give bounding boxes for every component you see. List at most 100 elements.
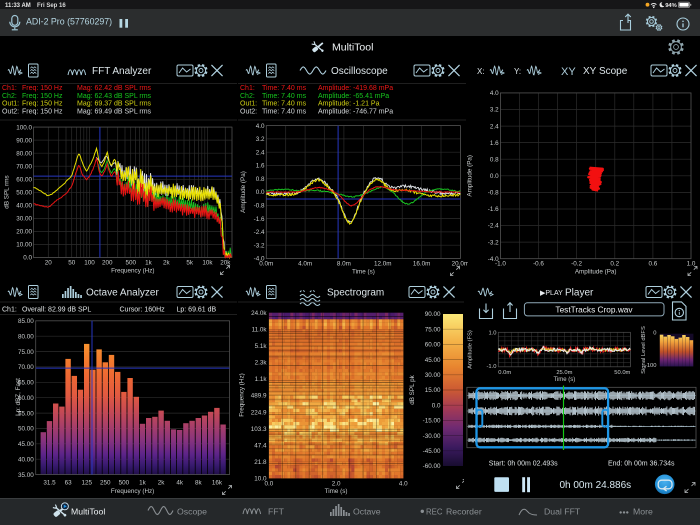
svg-text:30.00: 30.00: [16, 216, 32, 223]
svg-text:0.0: 0.0: [432, 402, 441, 409]
svg-text:Out1:: Out1:: [240, 101, 257, 108]
svg-text:16k: 16k: [212, 480, 223, 487]
svg-text:Time: 7.40 ms: Time: 7.40 ms: [262, 93, 307, 100]
svg-text:Out1:: Out1:: [2, 101, 19, 108]
svg-text:0.0: 0.0: [23, 255, 32, 262]
svg-text:Out2:: Out2:: [2, 108, 19, 115]
svg-text:MultiTool: MultiTool: [71, 506, 105, 516]
svg-text:11:33 AM: 11:33 AM: [5, 3, 31, 9]
svg-text:5k: 5k: [186, 260, 194, 267]
svg-text:35.00: 35.00: [18, 472, 34, 479]
svg-text:Frequency (Hz): Frequency (Hz): [111, 268, 154, 275]
svg-text:30.00: 30.00: [425, 372, 441, 379]
svg-text:40.00: 40.00: [18, 456, 34, 463]
svg-text:2.3k: 2.3k: [255, 360, 268, 367]
svg-text:3.2: 3.2: [490, 107, 499, 114]
svg-text:TestTracks Crop.wav: TestTracks Crop.wav: [555, 304, 633, 314]
svg-text:Oscope: Oscope: [177, 506, 207, 516]
svg-text:Amplitude: -746.77 mPa: Amplitude: -746.77 mPa: [318, 108, 393, 115]
svg-text:12.0m: 12.0m: [374, 261, 392, 268]
svg-text:Oscilloscope: Oscilloscope: [331, 66, 388, 77]
svg-text:Frequency (Hz): Frequency (Hz): [239, 373, 246, 416]
svg-text:▶PLAY: ▶PLAY: [540, 290, 563, 297]
svg-text:10k: 10k: [202, 260, 213, 267]
svg-text:0.0: 0.0: [490, 173, 499, 180]
svg-text:Mag: 62.42 dB SPL rms: Mag: 62.42 dB SPL rms: [77, 85, 152, 92]
svg-text:-2.4: -2.4: [488, 223, 499, 230]
svg-text:60.00: 60.00: [16, 177, 32, 184]
svg-text:50.0m: 50.0m: [614, 370, 630, 376]
svg-text:10.0: 10.0: [254, 476, 267, 483]
svg-text:0.2: 0.2: [610, 261, 619, 268]
svg-text:Amplitude: -419.68 mPa: Amplitude: -419.68 mPa: [318, 85, 393, 92]
svg-text:0: 0: [653, 331, 656, 337]
svg-text:75.00: 75.00: [425, 326, 441, 333]
svg-text:-1.6: -1.6: [488, 206, 499, 213]
svg-text:FFT: FFT: [268, 506, 285, 516]
svg-text:90.00: 90.00: [425, 311, 441, 318]
svg-text:15.00: 15.00: [425, 387, 441, 394]
svg-text:Signal Level dBFS: Signal Level dBFS: [641, 326, 647, 374]
svg-text:Freq: 150 Hz: Freq: 150 Hz: [22, 93, 63, 100]
svg-text:Time: 7.40 ms: Time: 7.40 ms: [262, 85, 307, 92]
svg-text:4k: 4k: [176, 480, 184, 487]
svg-text:Recorder: Recorder: [446, 506, 482, 516]
svg-text:Time: 7.40 ms: Time: 7.40 ms: [262, 108, 307, 115]
svg-text:224.9: 224.9: [251, 409, 267, 416]
svg-text:-0.6: -0.6: [533, 261, 544, 268]
svg-text:dB SPL rms: dB SPL rms: [4, 175, 11, 208]
svg-text:20: 20: [45, 260, 53, 267]
svg-text:Amplitude (FS): Amplitude (FS): [468, 330, 474, 369]
svg-text:Mag: 62.43 dB SPL rms: Mag: 62.43 dB SPL rms: [77, 93, 152, 100]
svg-text:2k: 2k: [163, 260, 171, 267]
svg-text:Time: 7.40 ms: Time: 7.40 ms: [262, 101, 307, 108]
svg-text:16.0m: 16.0m: [413, 261, 431, 268]
svg-text:Time (s): Time (s): [554, 377, 576, 383]
svg-text:0.8: 0.8: [490, 156, 499, 163]
svg-text:103.3: 103.3: [251, 426, 267, 433]
svg-text:Player: Player: [565, 288, 594, 299]
svg-text:21.8: 21.8: [254, 459, 267, 466]
svg-text:Octave: Octave: [353, 506, 381, 516]
svg-text:0.0m: 0.0m: [498, 370, 511, 376]
svg-text:0.0: 0.0: [256, 189, 265, 196]
svg-text:0.8: 0.8: [256, 176, 265, 183]
svg-text:50: 50: [68, 260, 76, 267]
svg-text:50.00: 50.00: [18, 426, 34, 433]
svg-text:80.00: 80.00: [18, 333, 34, 340]
svg-text:25.0m: 25.0m: [556, 370, 572, 376]
svg-text:REC: REC: [426, 507, 443, 516]
svg-text:Freq: 150 Hz: Freq: 150 Hz: [22, 108, 63, 115]
svg-text:More: More: [633, 506, 653, 516]
svg-text:XY Scope: XY Scope: [583, 66, 628, 77]
svg-text:2k: 2k: [158, 480, 166, 487]
svg-text:100: 100: [84, 260, 95, 267]
svg-text:Mag: 69.49 dB SPL rms: Mag: 69.49 dB SPL rms: [77, 108, 152, 115]
svg-text:Dual FFT: Dual FFT: [544, 506, 581, 516]
svg-text:Cursor: 160Hz: Cursor: 160Hz: [120, 307, 166, 314]
svg-text:60.00: 60.00: [425, 342, 441, 349]
svg-text:-100: -100: [645, 363, 657, 369]
svg-text:-1.0: -1.0: [495, 261, 506, 268]
svg-text:Ch2:: Ch2:: [2, 93, 17, 100]
svg-text:ADI-2 Pro (57760297): ADI-2 Pro (57760297): [26, 17, 112, 27]
svg-text:90.00: 90.00: [16, 137, 32, 144]
svg-text:Time (s): Time (s): [352, 269, 375, 276]
svg-text:XY: XY: [561, 66, 576, 78]
svg-text:2.0: 2.0: [332, 481, 341, 488]
svg-text:Y:: Y:: [514, 67, 521, 76]
svg-text:94%: 94%: [665, 3, 677, 9]
svg-text:0.6: 0.6: [649, 261, 658, 268]
svg-text:5.1k: 5.1k: [255, 343, 268, 350]
svg-text:80.00: 80.00: [16, 150, 32, 157]
svg-text:Fri Sep 16: Fri Sep 16: [37, 3, 66, 9]
svg-text:489.9: 489.9: [251, 393, 267, 400]
svg-text:200: 200: [102, 260, 113, 267]
svg-text:-3.2: -3.2: [488, 239, 499, 246]
svg-text:4.0m: 4.0m: [298, 261, 312, 268]
svg-text:1.6: 1.6: [490, 140, 499, 147]
svg-text:-4.0: -4.0: [254, 256, 265, 263]
svg-text:Freq: 150 Hz: Freq: 150 Hz: [22, 85, 63, 92]
svg-text:Out2:: Out2:: [240, 108, 257, 115]
svg-text:-0.8: -0.8: [488, 190, 499, 197]
